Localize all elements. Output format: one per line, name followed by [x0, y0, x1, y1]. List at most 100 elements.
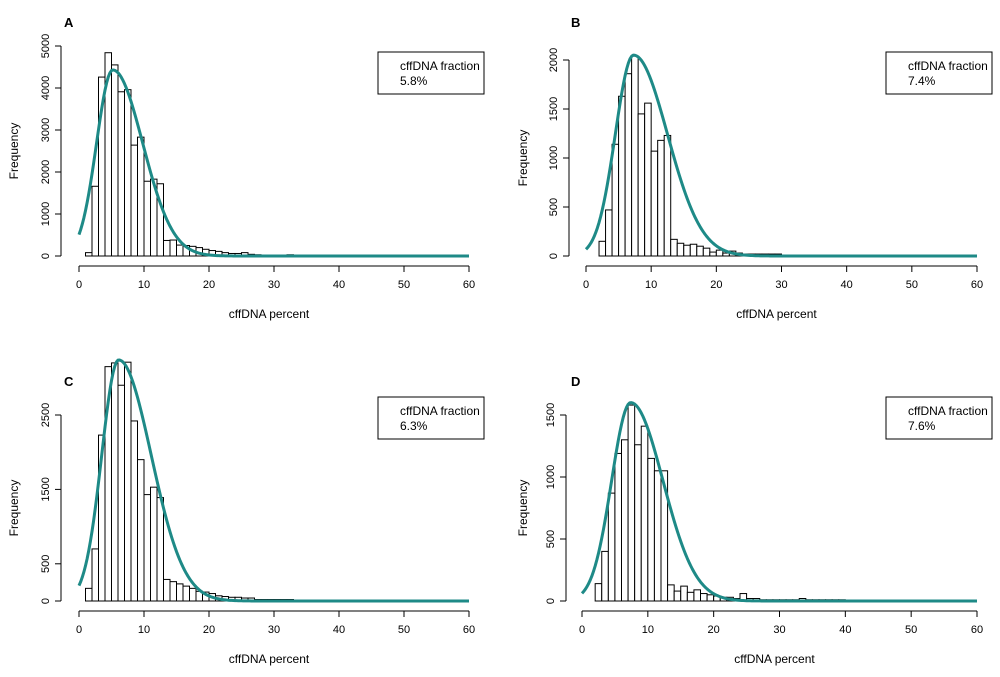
y-tick-label: 1500	[548, 97, 560, 121]
histogram-bar	[130, 144, 138, 257]
legend-value: 5.8%	[400, 74, 428, 88]
x-tick-label: 60	[971, 279, 983, 291]
x-axis-label: cffDNA percent	[736, 307, 817, 321]
histogram-bar	[85, 587, 93, 602]
histogram-bar	[614, 452, 623, 602]
histogram-bar	[150, 486, 158, 602]
y-axis-label: Frequency	[7, 123, 21, 180]
y-tick-label: 0	[545, 598, 557, 604]
x-tick-label: 0	[76, 624, 82, 636]
panel-letter: B	[571, 15, 580, 30]
chart-panel-c: C 0 10 20 30 40 50 60 0 500 1500 2500 cffDNA percent…	[7, 358, 485, 666]
chart-panel-a: A 0 10 20 30 40 50 60 0 1000 2000 3000 4000 5000 cffDN…	[7, 15, 485, 321]
histogram-bar	[680, 585, 688, 602]
histogram-bar	[163, 578, 171, 602]
x-tick-label: 30	[268, 624, 280, 636]
histogram-bar	[634, 444, 642, 602]
x-tick-label: 50	[906, 279, 918, 291]
chart-panel-b: B 0 10 20 30 40 50 60 0 500 1000 1500 2000 cffDNA per…	[516, 15, 993, 321]
x-tick-label: 20	[710, 279, 722, 291]
x-tick-label: 30	[773, 624, 785, 636]
x-tick-label: 30	[268, 279, 280, 291]
y-tick-label: 3000	[40, 118, 52, 142]
y-tick-label: 1500	[545, 403, 557, 427]
histogram-bar	[607, 492, 616, 602]
histogram-bar	[605, 209, 613, 257]
histogram-bar	[637, 113, 646, 257]
x-axis-label: cffDNA percent	[229, 652, 310, 666]
histogram-bar	[611, 143, 620, 257]
x-tick-label: 10	[645, 279, 657, 291]
panel-letter: A	[64, 15, 74, 30]
histogram-bar	[670, 238, 678, 257]
histogram-bar	[117, 91, 125, 257]
x-tick-label: 30	[775, 279, 787, 291]
histogram-bar	[693, 589, 702, 602]
histogram-bar	[124, 361, 132, 602]
x-tick-label: 10	[642, 624, 654, 636]
histogram-bar	[594, 583, 603, 602]
legend-title: cffDNA fraction	[400, 59, 480, 73]
x-tick-label: 40	[839, 624, 851, 636]
histogram-bar	[650, 150, 659, 257]
histogram-bar	[631, 55, 639, 257]
x-axis-label: cffDNA percent	[734, 652, 815, 666]
legend-box	[885, 51, 993, 95]
histogram-bar	[667, 584, 675, 602]
x-tick-label: 10	[138, 279, 150, 291]
x-tick-label: 40	[333, 624, 345, 636]
x-tick-label: 0	[579, 624, 585, 636]
panel-letter: D	[571, 374, 580, 389]
chart-panel-d: D 0 10 20 30 40 50 60 0 500 1000 1500 cffDNA percent…	[516, 374, 993, 666]
histogram-bar	[598, 240, 607, 257]
histogram-bar	[702, 247, 711, 257]
histogram-bar	[169, 239, 177, 257]
panel-letter: C	[64, 374, 74, 389]
x-tick-label: 0	[76, 279, 82, 291]
histogram-bar	[143, 180, 151, 257]
y-axis-label: Frequency	[516, 480, 530, 537]
histogram-bar	[176, 583, 184, 602]
y-tick-label: 1500	[40, 477, 52, 501]
legend-value: 7.6%	[908, 419, 936, 433]
histogram-bar	[653, 470, 662, 602]
y-axis-label: Frequency	[7, 480, 21, 537]
histogram-bar	[169, 581, 177, 602]
legend-title: cffDNA fraction	[908, 59, 988, 73]
histogram-bar	[624, 73, 633, 257]
x-tick-label: 50	[905, 624, 917, 636]
y-axis-label: Frequency	[516, 130, 530, 187]
histogram-bar	[657, 139, 665, 257]
y-tick-label: 5000	[40, 34, 52, 58]
legend-box	[377, 51, 485, 95]
y-tick-label: 2500	[40, 403, 52, 427]
histogram-bar	[156, 497, 164, 602]
histogram-bar	[689, 243, 698, 257]
histogram-bar	[673, 590, 682, 602]
histogram-bar	[91, 548, 99, 602]
y-tick-label: 500	[545, 530, 557, 548]
histogram-bar	[601, 550, 609, 602]
y-tick-label: 1000	[545, 465, 557, 489]
x-tick-label: 50	[398, 624, 410, 636]
legend-box	[885, 396, 993, 440]
x-tick-label: 60	[971, 624, 983, 636]
x-tick-label: 20	[708, 624, 720, 636]
legend-value: 7.4%	[908, 74, 936, 88]
histogram-bar	[700, 593, 708, 602]
x-tick-label: 60	[463, 279, 475, 291]
y-tick-label: 2000	[548, 48, 560, 72]
x-tick-label: 0	[583, 279, 589, 291]
histogram-bar	[156, 183, 164, 257]
fit-curve	[77, 68, 469, 258]
x-axis-label: cffDNA percent	[229, 307, 310, 321]
histogram-bar	[111, 362, 119, 602]
histogram-bar	[618, 95, 626, 257]
legend-value: 6.3%	[400, 419, 428, 433]
x-tick-label: 10	[138, 624, 150, 636]
histogram-bar	[91, 185, 99, 257]
